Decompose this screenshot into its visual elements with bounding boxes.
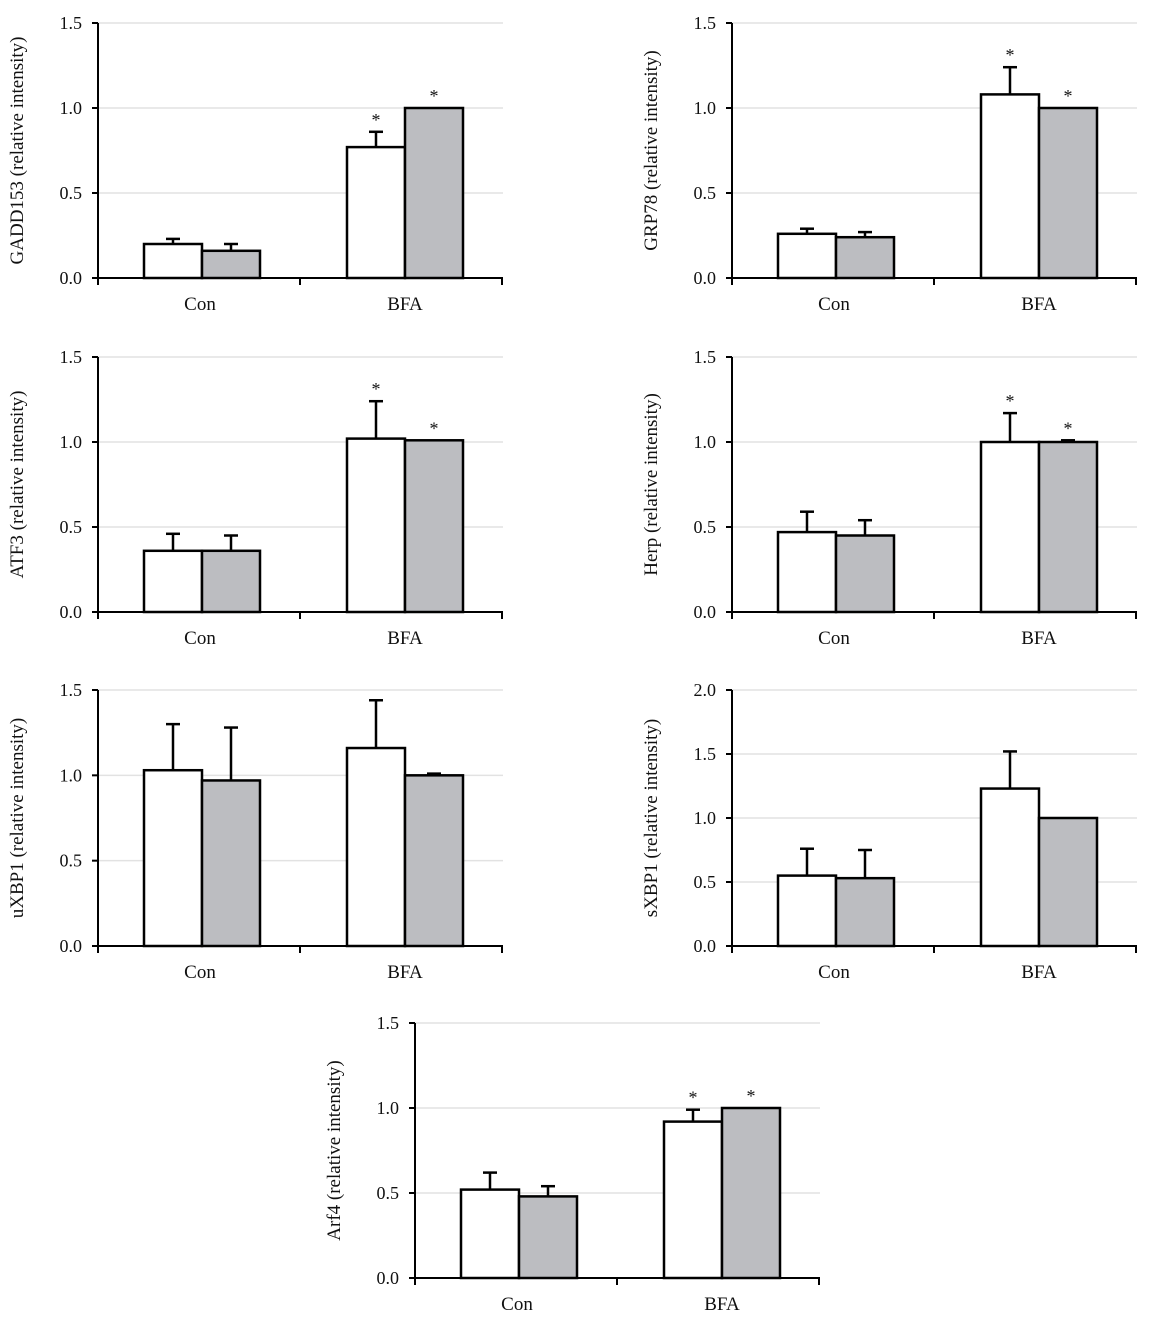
- significance-marker: *: [747, 1086, 756, 1106]
- bar: [662, 1120, 724, 1280]
- y-tick-label: 1.5: [694, 744, 717, 764]
- y-tick-label: 1.5: [60, 13, 83, 33]
- chart-panel-4: 0.0 0.5 1.0 1.5 Con BFA Herp (relative intensi…: [641, 347, 1137, 649]
- y-tick-label: 1.0: [377, 1098, 400, 1118]
- y-tick-label: 0.5: [694, 872, 717, 892]
- chart-panel-5: 0.0 0.5 1.0 1.5 Con BFA uXBP1 (relative intens…: [7, 680, 503, 983]
- x-tick-label: BFA: [1021, 294, 1057, 315]
- y-tick-label: 2.0: [694, 680, 717, 700]
- y-tick-label: 0.5: [694, 517, 717, 537]
- y-tick-label: 0.0: [694, 602, 717, 622]
- y-tick-label: 0.0: [694, 268, 717, 288]
- y-tick-label: 1.5: [60, 347, 83, 367]
- y-tick-label: 1.0: [60, 98, 83, 118]
- x-tick-label: BFA: [387, 628, 423, 649]
- y-tick-label: 0.0: [60, 936, 83, 956]
- bar: [345, 145, 407, 280]
- x-tick-label: Con: [184, 294, 216, 315]
- y-tick-label: 1.0: [694, 808, 717, 828]
- bar: [345, 746, 407, 948]
- bar: [345, 437, 407, 614]
- significance-marker: *: [372, 379, 381, 399]
- bar: [142, 242, 204, 280]
- bar: [1037, 816, 1099, 948]
- bar: [403, 439, 465, 614]
- chart-panel-2: 0.0 0.5 1.0 1.5 Con BFA GRP78 (relative intens…: [641, 13, 1137, 315]
- y-tick-label: 0.5: [694, 183, 717, 203]
- y-tick-label: 1.0: [694, 98, 717, 118]
- y-tick-label: 1.5: [694, 13, 717, 33]
- chart-panel-3: 0.0 0.5 1.0 1.5 Con BFA ATF3 (relative intensi…: [7, 347, 503, 649]
- x-tick-label: Con: [184, 628, 216, 649]
- y-axis-label: sXBP1 (relative intensity): [641, 719, 662, 917]
- y-axis-label: GRP78 (relative intensity): [641, 50, 662, 251]
- y-tick-label: 1.5: [60, 680, 83, 700]
- y-tick-label: 1.0: [60, 432, 83, 452]
- significance-marker: *: [1064, 418, 1073, 438]
- x-tick-label: BFA: [1021, 962, 1057, 983]
- y-tick-label: 0.0: [694, 936, 717, 956]
- y-axis-label: GADD153 (relative intensity): [7, 37, 28, 265]
- y-tick-label: 0.0: [60, 268, 83, 288]
- significance-marker: *: [1064, 86, 1073, 106]
- bar: [459, 1188, 521, 1280]
- bar: [200, 549, 262, 614]
- x-tick-label: Con: [818, 962, 850, 983]
- x-tick-label: Con: [818, 294, 850, 315]
- y-axis-label: Arf4 (relative intensity): [324, 1060, 345, 1240]
- bar: [776, 530, 838, 614]
- bar: [776, 874, 838, 948]
- x-tick-label: BFA: [387, 294, 423, 315]
- bar: [979, 93, 1041, 280]
- significance-marker: *: [372, 110, 381, 130]
- y-tick-label: 1.5: [377, 1013, 400, 1033]
- bar: [720, 1106, 782, 1280]
- y-tick-label: 0.5: [60, 517, 83, 537]
- y-tick-label: 0.0: [377, 1268, 400, 1288]
- x-tick-label: Con: [184, 962, 216, 983]
- x-tick-label: Con: [818, 628, 850, 649]
- y-tick-label: 1.5: [694, 347, 717, 367]
- chart-panel-1: 0.0 0.5 1.0 1.5 Con BFA GADD153 (relative inte…: [7, 13, 503, 315]
- y-tick-label: 0.5: [377, 1183, 400, 1203]
- bar: [200, 249, 262, 280]
- significance-marker: *: [430, 86, 439, 106]
- bar: [834, 235, 896, 280]
- y-tick-label: 0.0: [60, 602, 83, 622]
- y-tick-label: 1.0: [60, 765, 83, 785]
- x-tick-label: BFA: [387, 962, 423, 983]
- bar: [979, 787, 1041, 948]
- x-tick-label: BFA: [704, 1294, 740, 1315]
- significance-marker: *: [1006, 45, 1015, 65]
- significance-marker: *: [689, 1088, 698, 1108]
- bar: [979, 440, 1041, 614]
- y-axis-label: Herp (relative intensity): [641, 393, 662, 576]
- y-axis-label: ATF3 (relative intensity): [7, 391, 28, 579]
- chart-panel-6: 0.0 0.5 1.0 1.5 2.0 Con BFA sXBP1 (relative int…: [641, 680, 1137, 983]
- bar: [834, 876, 896, 948]
- bar: [1037, 106, 1099, 280]
- significance-marker: *: [1006, 391, 1015, 411]
- bar: [834, 534, 896, 614]
- chart-panel-7: 0.0 0.5 1.0 1.5 Con BFA Arf4 (relative intensi…: [324, 1013, 820, 1315]
- bar: [776, 232, 838, 280]
- x-tick-label: BFA: [1021, 628, 1057, 649]
- bar: [403, 106, 465, 280]
- y-tick-label: 1.0: [694, 432, 717, 452]
- bar: [142, 549, 204, 614]
- bar: [1037, 440, 1099, 614]
- bar: [142, 768, 204, 948]
- y-axis-label: uXBP1 (relative intensity): [7, 718, 28, 919]
- significance-marker: *: [430, 418, 439, 438]
- bar: [403, 774, 465, 948]
- bar: [200, 779, 262, 948]
- x-tick-label: Con: [501, 1294, 533, 1315]
- y-tick-label: 0.5: [60, 851, 83, 871]
- bar: [517, 1195, 579, 1280]
- y-tick-label: 0.5: [60, 183, 83, 203]
